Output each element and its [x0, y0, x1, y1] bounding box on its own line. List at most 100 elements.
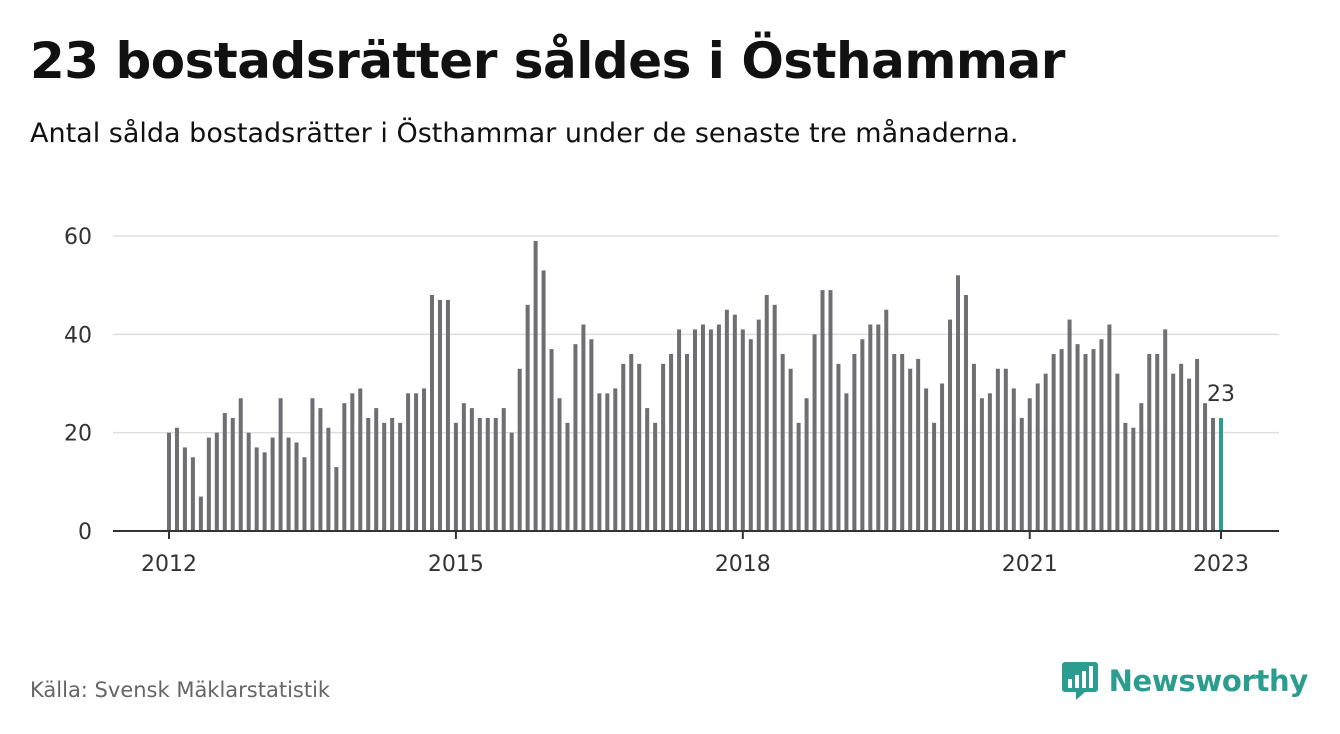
brand-logo: Newsworthy: [1061, 660, 1308, 702]
bar: [764, 295, 769, 531]
bar: [661, 363, 666, 531]
bar: [1083, 354, 1088, 531]
bar: [461, 403, 466, 531]
bar: [350, 393, 355, 531]
y-tick-label-0: 0: [78, 520, 92, 545]
bar: [1187, 378, 1192, 531]
bar: [246, 432, 251, 531]
bar: [836, 363, 841, 531]
bar: [804, 398, 809, 531]
bar: [182, 447, 187, 531]
bar: [653, 422, 658, 531]
bar: [597, 393, 602, 531]
bar: [1027, 398, 1032, 531]
bar: [1195, 358, 1200, 531]
bar: [900, 354, 905, 531]
bar: [724, 309, 729, 531]
bar: [318, 408, 323, 531]
bar: [1075, 344, 1080, 531]
bar: [605, 393, 610, 531]
bar: [940, 383, 945, 531]
bar: [294, 442, 299, 531]
bar: [206, 437, 211, 531]
bar: [174, 427, 179, 531]
bar: [278, 398, 283, 531]
bar: [366, 417, 371, 531]
bar: [748, 339, 753, 531]
bar: [916, 358, 921, 531]
bar: [374, 408, 379, 531]
bar: [780, 354, 785, 531]
bar: [963, 295, 968, 531]
bar: [772, 304, 777, 531]
bar: [342, 403, 347, 531]
bar: [541, 270, 546, 531]
bar: [1171, 373, 1176, 531]
bar: [310, 398, 315, 531]
bar: [876, 324, 881, 531]
bar: [1139, 403, 1144, 531]
x-tick-label-2023: 2023: [1193, 552, 1249, 577]
bar: [501, 408, 506, 531]
bar: [1211, 417, 1216, 531]
bar: [732, 314, 737, 531]
bar: [238, 398, 243, 531]
bar: [1035, 383, 1040, 531]
bar: [613, 388, 618, 531]
bar: [1147, 354, 1152, 531]
bar: [924, 388, 929, 531]
bar: [637, 363, 642, 531]
bar: [788, 368, 793, 531]
bar: [509, 432, 514, 531]
x-tick-label-2012: 2012: [141, 552, 197, 577]
bar: [956, 275, 960, 531]
bar-highlight: [1219, 417, 1223, 531]
bar: [437, 299, 442, 531]
bar: [1067, 319, 1072, 531]
bar: [286, 437, 291, 531]
bar: [700, 324, 705, 531]
bar: [1099, 339, 1104, 531]
bar: [645, 408, 650, 531]
bar: [422, 388, 427, 531]
bar: [1019, 417, 1024, 531]
bars: [167, 240, 1223, 532]
bar: [1011, 388, 1016, 531]
bar: [979, 398, 984, 531]
bar: [756, 319, 761, 531]
bar: [406, 393, 411, 531]
bar: [908, 368, 913, 531]
bar: [868, 324, 873, 531]
bar: [716, 324, 721, 531]
bar: [1003, 368, 1008, 531]
bar: [1115, 373, 1120, 531]
x-tick-label-2018: 2018: [715, 552, 771, 577]
bar: [621, 363, 626, 531]
bar: [382, 422, 387, 531]
bar: [693, 329, 697, 531]
bar: [884, 309, 889, 531]
bar: [190, 457, 195, 531]
bar: [685, 354, 690, 531]
x-tick-label-2015: 2015: [428, 552, 484, 577]
bar: [485, 417, 490, 531]
chart-subtitle: Antal sålda bostadsrätter i Östhammar un…: [30, 118, 1019, 149]
bar: [669, 354, 674, 531]
bar: [198, 496, 203, 531]
bar: [573, 344, 578, 531]
y-tick-label-20: 20: [64, 422, 92, 447]
bar: [334, 467, 339, 531]
bar: [1123, 422, 1128, 531]
bar: [230, 417, 235, 531]
x-tick-label-2021: 2021: [1002, 552, 1058, 577]
bar: [1131, 427, 1136, 531]
bar: [892, 354, 897, 531]
bar: [167, 432, 171, 531]
bar: [262, 452, 267, 531]
bar: [677, 329, 682, 531]
bar: [852, 354, 857, 531]
bar: [1051, 354, 1056, 531]
bar: [493, 417, 498, 531]
bar: [565, 422, 570, 531]
bar: [740, 329, 745, 531]
